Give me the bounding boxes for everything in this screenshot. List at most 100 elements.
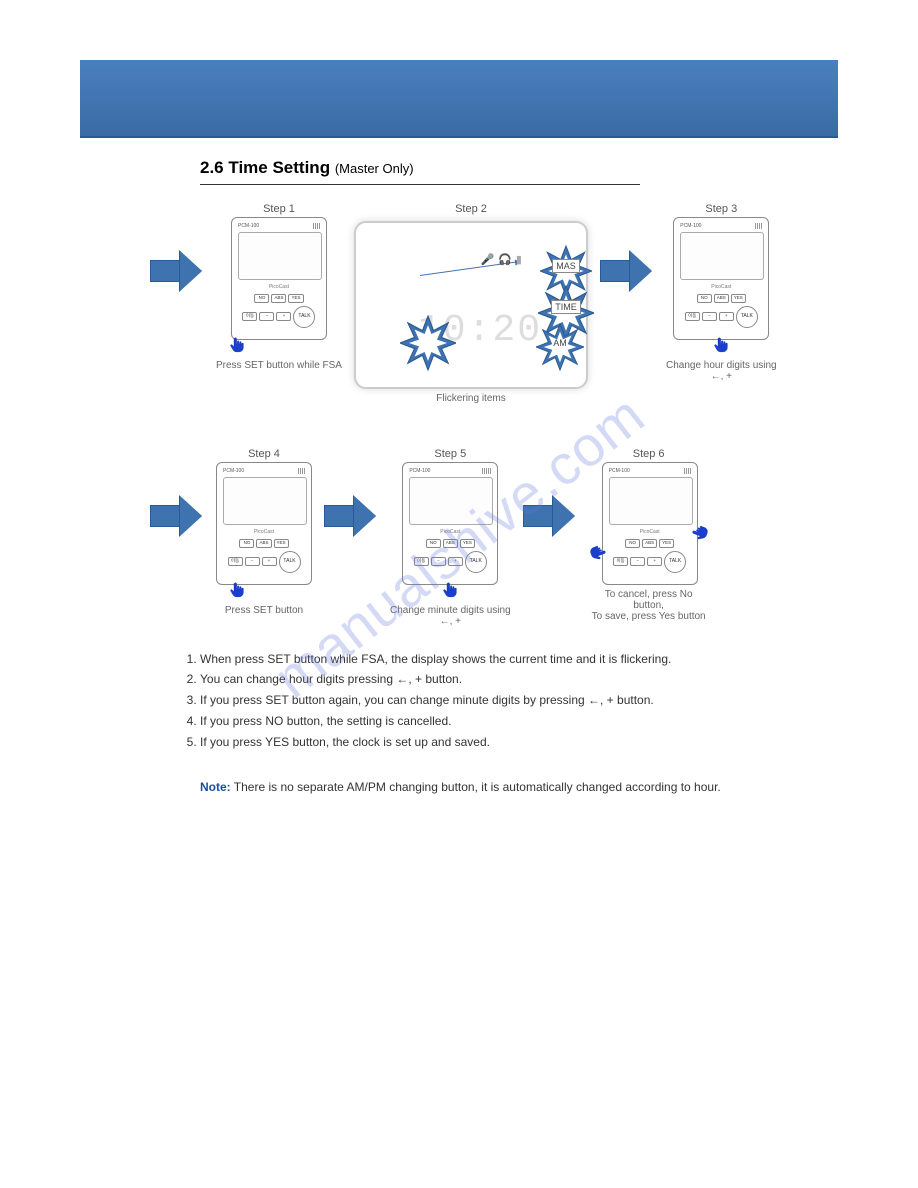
header-banner	[80, 60, 838, 138]
abs-button: ABS	[256, 539, 271, 548]
brand-label: PicoCast	[609, 529, 691, 535]
arrow-icon	[523, 496, 577, 536]
device-diagram: PCM-100 PicoCast NO ABS YES 이동 − + TALK	[231, 217, 327, 340]
arrow-icon	[324, 496, 378, 536]
pointer-hand-icon	[228, 581, 246, 601]
device-screen	[409, 477, 493, 525]
talk-button: TALK	[279, 551, 301, 573]
pointer-hand-icon	[441, 581, 459, 601]
step-4: Step 4 PCM-100 PicoCast NO ABS YES 이동 − …	[216, 444, 312, 616]
note-text: There is no separate AM/PM changing butt…	[234, 780, 721, 794]
pointer-hand-icon	[228, 336, 246, 356]
device-screen	[680, 232, 764, 280]
abs-button: ABS	[271, 294, 286, 303]
section-title: 2.6 Time Setting (Master Only)	[200, 158, 838, 178]
step-header: Step 2	[455, 203, 487, 215]
model-label: PCM-100	[680, 223, 701, 229]
title-underline	[200, 184, 640, 185]
set-button: 이동	[685, 312, 700, 321]
arrow-icon	[600, 251, 654, 291]
no-button: NO	[426, 539, 441, 548]
plus-button: +	[647, 557, 662, 566]
brand-label: PicoCast	[680, 284, 762, 290]
talk-button: TALK	[736, 306, 758, 328]
device-screen	[609, 477, 693, 525]
abs-button: ABS	[443, 539, 458, 548]
set-button: 이동	[414, 557, 429, 566]
yes-button: YES	[659, 539, 674, 548]
set-button: 이동	[228, 557, 243, 566]
yes-button: YES	[288, 294, 303, 303]
note: Note: There is no separate AM/PM changin…	[200, 780, 838, 794]
section-name: Time Setting	[228, 158, 330, 177]
set-button: 이동	[613, 557, 628, 566]
burst-mas: MAS	[540, 245, 592, 287]
steps-row-2: Step 4 PCM-100 PicoCast NO ABS YES 이동 − …	[150, 444, 838, 627]
step-1: Step 1 PCM-100 PicoCast NO ABS YES 이동 − …	[216, 199, 342, 371]
list-item: If you press NO button, the setting is c…	[200, 713, 838, 730]
mic-icon: 🎤	[481, 253, 495, 266]
step-caption: Press SET button while FSA	[216, 360, 342, 371]
list-item: If you press SET button again, you can c…	[200, 692, 838, 709]
yes-button: YES	[274, 539, 289, 548]
step-header: Step 5	[434, 448, 466, 460]
model-label: PCM-100	[409, 468, 430, 474]
talk-button: TALK	[465, 551, 487, 573]
burst-label: TIME	[551, 300, 581, 314]
speaker-icon	[298, 468, 305, 474]
battery-icon: ▮	[516, 253, 522, 266]
plus-button: +	[276, 312, 291, 321]
no-button: NO	[239, 539, 254, 548]
speaker-icon	[482, 468, 491, 474]
yes-button: YES	[460, 539, 475, 548]
burst-am: AM	[536, 323, 584, 363]
device-diagram: PCM-100 PicoCast NO ABS YES 이동 − + TALK	[602, 462, 698, 585]
note-label: Note:	[200, 780, 231, 794]
lcd-screen: 🎤 🎧 ▮ 10:20 MAS TIME AM	[354, 221, 588, 389]
minus-button: −	[245, 557, 260, 566]
minus-button: −	[630, 557, 645, 566]
list-item: You can change hour digits pressing ←, +…	[200, 671, 838, 688]
minus-button: −	[702, 312, 717, 321]
device-diagram: PCM-100 PicoCast NO ABS YES 이동 − + TALK	[216, 462, 312, 585]
brand-label: PicoCast	[409, 529, 491, 535]
burst-digits	[400, 315, 456, 361]
yes-button: YES	[731, 294, 746, 303]
step-header: Step 6	[633, 448, 665, 460]
plus-button: +	[448, 557, 463, 566]
step-3: Step 3 PCM-100 PicoCast NO ABS YES 이동 − …	[666, 199, 777, 382]
steps-row-1: Step 1 PCM-100 PicoCast NO ABS YES 이동 − …	[150, 199, 838, 404]
section-subtitle: (Master Only)	[335, 161, 414, 176]
step-caption: Press SET button	[225, 605, 303, 616]
speaker-icon	[313, 223, 320, 229]
speaker-icon	[684, 468, 691, 474]
model-label: PCM-100	[223, 468, 244, 474]
arrow-icon	[150, 496, 204, 536]
talk-button: TALK	[293, 306, 315, 328]
talk-button: TALK	[664, 551, 686, 573]
model-label: PCM-100	[609, 468, 630, 474]
step-header: Step 4	[248, 448, 280, 460]
set-button: 이동	[242, 312, 257, 321]
plus-button: +	[262, 557, 277, 566]
device-diagram: PCM-100 PicoCast NO ABS YES 이동 − + TALK	[673, 217, 769, 340]
burst-label: AM	[550, 337, 570, 349]
list-item: When press SET button while FSA, the dis…	[200, 651, 838, 668]
speaker-icon	[755, 223, 762, 229]
step-5: Step 5 PCM-100 PicoCast NO ABS YES 이동 − …	[390, 444, 511, 627]
pointer-hand-icon	[712, 336, 730, 356]
brand-label: PicoCast	[238, 284, 320, 290]
step-2: Step 2 🎤 🎧 ▮ 10:20 MAS TIME	[354, 199, 588, 404]
device-screen	[223, 477, 307, 525]
arrow-icon	[150, 251, 204, 291]
no-button: NO	[625, 539, 640, 548]
instruction-list: When press SET button while FSA, the dis…	[200, 651, 838, 751]
step-caption: Flickering items	[436, 393, 505, 404]
minus-button: −	[259, 312, 274, 321]
step-caption: Change minute digits using ←, +	[390, 605, 511, 627]
brand-label: PicoCast	[223, 529, 305, 535]
step-caption: To cancel, press No button, To save, pre…	[589, 589, 709, 622]
device-diagram: PCM-100 PicoCast NO ABS YES 이동 − + TALK	[402, 462, 498, 585]
model-label: PCM-100	[238, 223, 259, 229]
device-screen	[238, 232, 322, 280]
